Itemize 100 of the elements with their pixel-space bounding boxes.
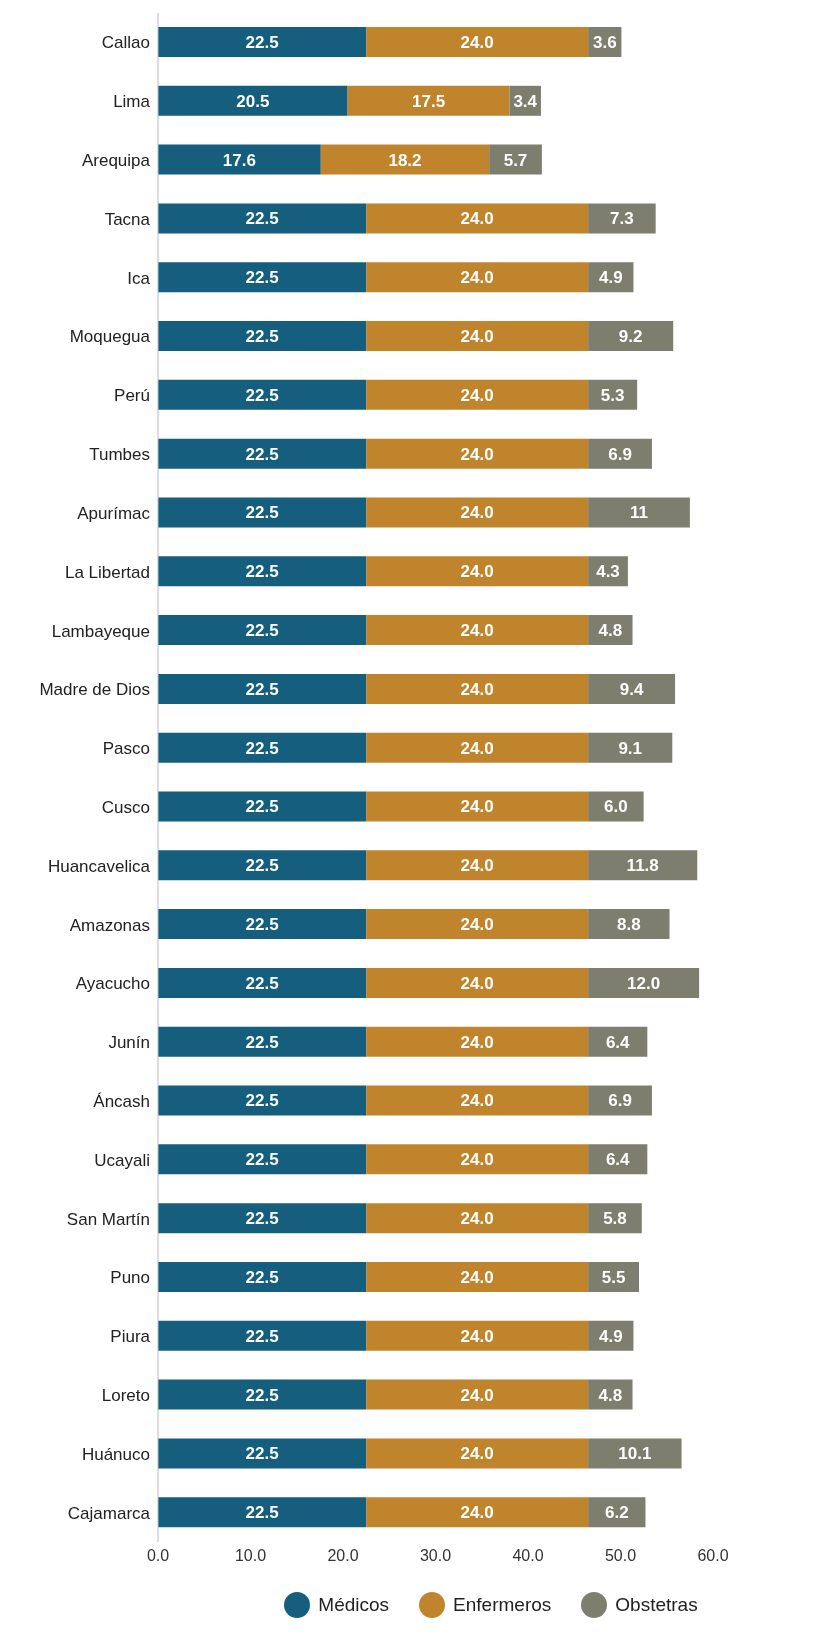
bar bbox=[588, 1026, 648, 1057]
data-label: 22.5 bbox=[245, 621, 279, 641]
data-label: 11 bbox=[630, 503, 648, 523]
data-label: 24.0 bbox=[460, 326, 494, 346]
data-label: 24.0 bbox=[460, 444, 494, 464]
bar bbox=[366, 1144, 589, 1175]
bar bbox=[588, 1144, 648, 1175]
x-tick-label: 10.0 bbox=[234, 1547, 267, 1565]
y-tick-label: La Libertad bbox=[64, 562, 150, 582]
data-label: 5.8 bbox=[603, 1209, 627, 1229]
legend-label: Médicos bbox=[318, 1594, 390, 1616]
data-label: 24.0 bbox=[460, 385, 494, 405]
data-label: 22.5 bbox=[245, 209, 279, 229]
bar bbox=[366, 967, 589, 998]
data-label: 10.1 bbox=[618, 1444, 652, 1464]
data-label: 24.0 bbox=[460, 1267, 494, 1287]
data-label: 24.0 bbox=[460, 856, 494, 876]
data-label: 24.0 bbox=[460, 738, 494, 758]
bar bbox=[588, 732, 673, 763]
bar bbox=[158, 27, 367, 57]
data-label: 3.6 bbox=[592, 32, 617, 52]
bar bbox=[366, 321, 589, 352]
bar bbox=[366, 27, 589, 57]
bar bbox=[158, 85, 348, 116]
data-label: 22.5 bbox=[245, 1091, 279, 1111]
bar bbox=[158, 1144, 367, 1175]
y-tick-label: Huancavelica bbox=[47, 856, 151, 876]
bar bbox=[158, 1026, 367, 1057]
bar bbox=[366, 1320, 589, 1351]
bar bbox=[158, 732, 367, 763]
data-label: 5.5 bbox=[601, 1267, 626, 1287]
bar bbox=[366, 791, 589, 822]
data-label: 24.0 bbox=[460, 562, 494, 582]
x-tick-label: 30.0 bbox=[419, 1547, 452, 1565]
bar bbox=[158, 850, 367, 881]
bar bbox=[158, 791, 367, 822]
data-label: 12.0 bbox=[627, 973, 661, 993]
bar bbox=[366, 497, 589, 528]
data-label: 24.0 bbox=[460, 973, 494, 993]
bar bbox=[588, 1085, 652, 1116]
y-tick-label: Piura bbox=[110, 1327, 151, 1347]
bar bbox=[366, 732, 589, 763]
bar bbox=[158, 967, 367, 998]
y-tick-label: Lima bbox=[113, 92, 151, 112]
bar bbox=[158, 379, 367, 410]
data-label: 11.8 bbox=[626, 856, 659, 876]
bar bbox=[158, 262, 367, 293]
data-label: 9.1 bbox=[618, 738, 643, 758]
bar bbox=[366, 615, 589, 646]
bar bbox=[158, 1438, 367, 1469]
data-label: 6.2 bbox=[604, 1503, 629, 1523]
data-label: 22.5 bbox=[245, 268, 279, 288]
y-tick-label: Cajamarca bbox=[67, 1503, 151, 1523]
y-tick-label: Tumbes bbox=[89, 445, 150, 465]
data-label: 22.5 bbox=[245, 444, 279, 464]
data-label: 22.5 bbox=[245, 679, 279, 699]
data-label: 22.5 bbox=[245, 738, 279, 758]
data-label: 4.9 bbox=[598, 1326, 623, 1346]
bar bbox=[158, 1320, 367, 1351]
bar bbox=[588, 791, 644, 822]
bar bbox=[588, 850, 698, 881]
bar bbox=[158, 556, 367, 587]
data-label: 6.9 bbox=[608, 1091, 632, 1111]
y-tick-label: Perú bbox=[114, 386, 150, 406]
data-label: 6.9 bbox=[608, 444, 632, 464]
bar bbox=[366, 1438, 589, 1469]
bar bbox=[588, 1438, 682, 1469]
y-tick-label: Ayacucho bbox=[75, 974, 150, 994]
y-tick-label: Tacna bbox=[104, 209, 151, 229]
data-label: 24.0 bbox=[460, 797, 494, 817]
y-tick-label: Lambayeque bbox=[51, 621, 150, 641]
bar bbox=[158, 673, 367, 704]
bar bbox=[158, 909, 367, 940]
x-tick-label: 0.0 bbox=[146, 1547, 170, 1565]
data-label: 22.5 bbox=[245, 1503, 279, 1523]
bar bbox=[347, 85, 510, 116]
bar bbox=[366, 673, 589, 704]
bar bbox=[366, 1085, 589, 1116]
data-label: 22.5 bbox=[245, 1326, 279, 1346]
data-label: 22.5 bbox=[245, 32, 279, 52]
bar bbox=[366, 1026, 589, 1057]
y-tick-label: Pasco bbox=[102, 739, 150, 759]
x-tick-label: 50.0 bbox=[604, 1547, 637, 1565]
bar bbox=[158, 1379, 367, 1410]
y-tick-label: Amazonas bbox=[69, 915, 150, 935]
data-label: 9.2 bbox=[618, 326, 643, 346]
x-tick-label: 40.0 bbox=[512, 1547, 544, 1565]
data-label: 4.8 bbox=[598, 1385, 623, 1405]
data-label: 22.5 bbox=[245, 562, 279, 582]
data-label: 4.3 bbox=[596, 562, 620, 582]
y-tick-label: Loreto bbox=[101, 1386, 150, 1406]
bar bbox=[588, 203, 656, 234]
data-label: 5.3 bbox=[600, 385, 625, 405]
bar bbox=[588, 909, 670, 940]
data-label: 22.5 bbox=[245, 973, 279, 993]
bar bbox=[366, 556, 589, 587]
data-label: 24.0 bbox=[460, 32, 494, 52]
data-label: 6.4 bbox=[605, 1032, 631, 1052]
bar bbox=[158, 203, 367, 234]
y-tick-label: Puno bbox=[110, 1268, 150, 1288]
